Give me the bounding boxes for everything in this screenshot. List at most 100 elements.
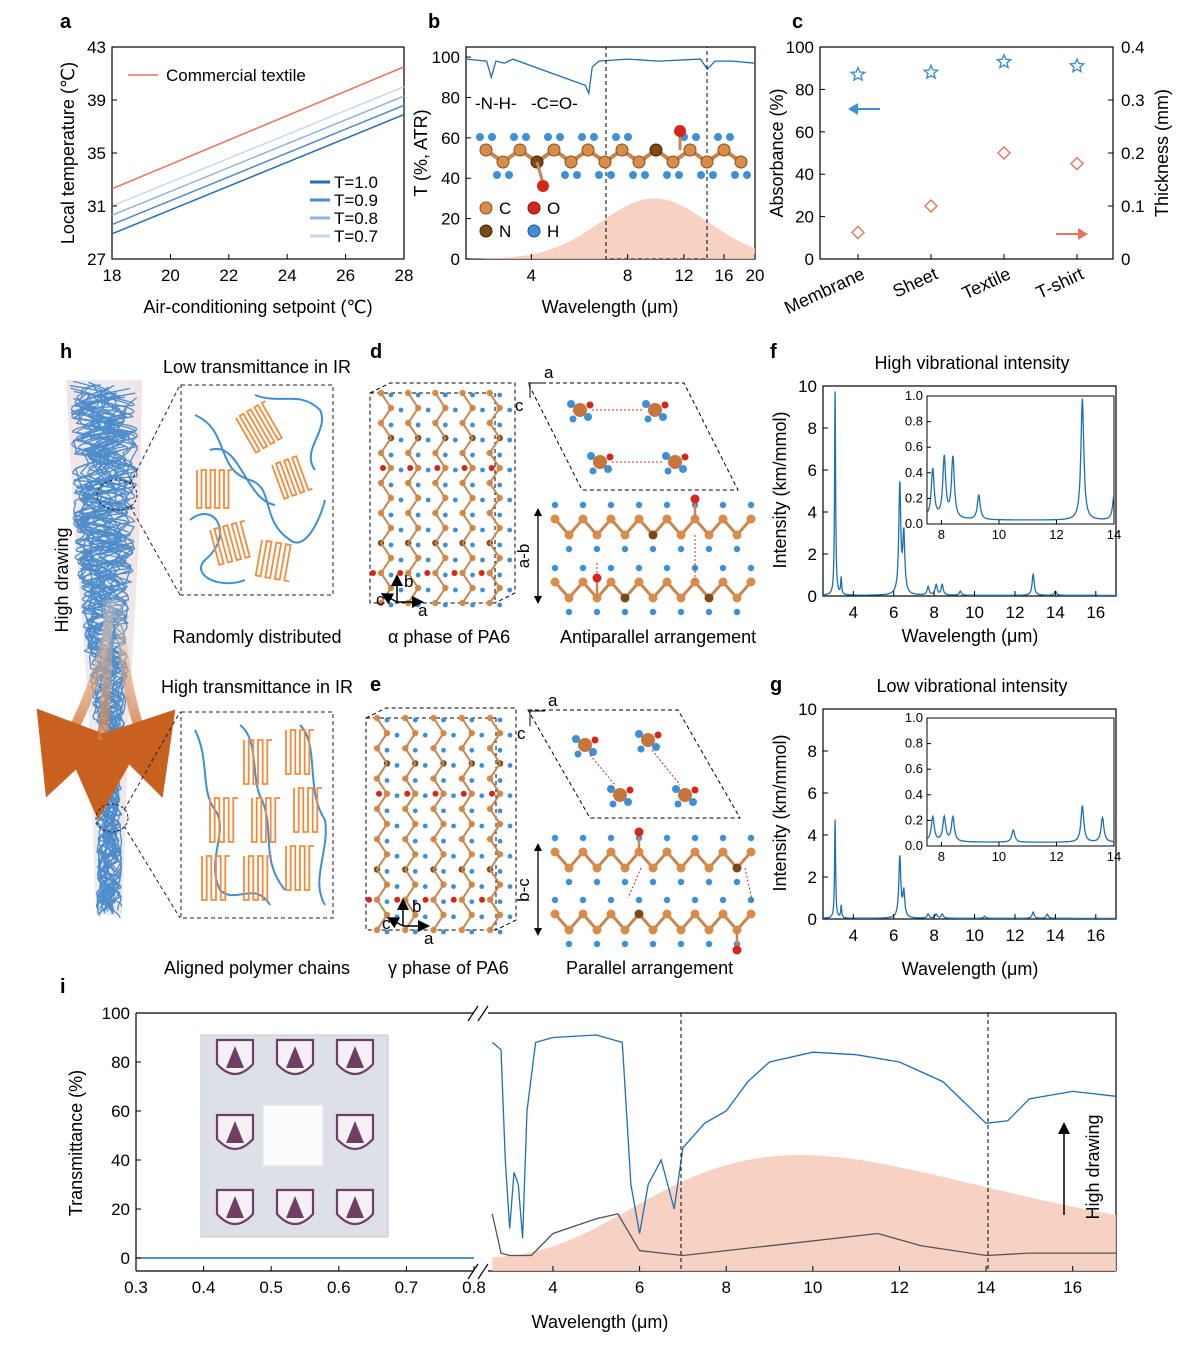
hydrogen-atom bbox=[415, 482, 421, 488]
hydrogen-atom bbox=[705, 545, 713, 553]
carbon-atom bbox=[634, 577, 644, 587]
chart-b-ytick-label: 40 bbox=[441, 169, 460, 188]
hydrogen-atom bbox=[480, 407, 485, 413]
gamma-phase-caption: γ phase of PA6 bbox=[388, 958, 509, 978]
hydrogen-atom bbox=[412, 899, 418, 905]
hydrogen-bond bbox=[589, 754, 616, 786]
hydrogen-atom bbox=[425, 407, 431, 413]
chart-f-ytick-label: 4 bbox=[808, 503, 817, 522]
hydrogen-atom bbox=[607, 171, 615, 179]
oxygen-atom bbox=[460, 790, 467, 797]
crystal-lamella bbox=[251, 797, 280, 843]
hydrogen-atom bbox=[641, 171, 649, 179]
panel-label-i: i bbox=[60, 976, 66, 998]
hydrogen-atom bbox=[451, 793, 456, 799]
logo-emblem bbox=[346, 1121, 364, 1143]
chart-a-ytick-label: 31 bbox=[87, 197, 106, 216]
hydrogen-atom bbox=[480, 587, 485, 593]
carbon-atom bbox=[564, 155, 578, 169]
hydrogen-atom bbox=[451, 914, 456, 920]
hydrogen-atom bbox=[384, 869, 390, 874]
chart-i-left-xtick-label: 0.4 bbox=[192, 1278, 216, 1297]
chart-c-category-label: Textile bbox=[959, 263, 1014, 303]
hydrogen-atom bbox=[493, 171, 501, 179]
hydrogen-atom bbox=[398, 497, 404, 503]
left-axis-arrowhead bbox=[848, 103, 858, 115]
hydrogen-atom bbox=[573, 171, 581, 179]
axis-c-d: c bbox=[376, 590, 385, 609]
hydrogen-atom bbox=[442, 452, 448, 458]
lamella-folds bbox=[243, 739, 272, 785]
hydrogen-atom bbox=[507, 793, 513, 799]
oxygen-atom bbox=[586, 401, 594, 409]
hydrogen-atom bbox=[452, 557, 458, 563]
carbon-atom bbox=[550, 514, 560, 524]
axis-b-e: b bbox=[412, 897, 421, 916]
chart-g-xtick-label: 4 bbox=[849, 926, 858, 945]
aligned-label: Aligned polymer chains bbox=[164, 958, 350, 978]
hydrogen-atom bbox=[574, 750, 582, 758]
oxygen-atom bbox=[488, 465, 495, 471]
carbon-atom bbox=[676, 925, 686, 935]
chart-g-xtick-label: 8 bbox=[929, 926, 938, 945]
hydrogen-atom bbox=[415, 392, 421, 398]
right-axis-arrowhead bbox=[1078, 228, 1088, 240]
hydrogen-atom bbox=[479, 914, 485, 920]
hydrogen-atom bbox=[412, 717, 418, 723]
chart-i-high-drawing-line bbox=[491, 1034, 1117, 1239]
hydrogen-atom bbox=[709, 171, 717, 179]
hydrogen-atom bbox=[593, 940, 601, 948]
axis-break bbox=[467, 1005, 489, 1280]
hydrogen-atom bbox=[507, 884, 513, 889]
crystal-lamella bbox=[243, 739, 272, 785]
atom-cluster bbox=[613, 788, 627, 802]
panel-label-a: a bbox=[60, 11, 72, 33]
hydrogen-atom bbox=[388, 572, 394, 578]
chart-f-inset-ytick-label: 0.8 bbox=[905, 414, 923, 429]
hydrogen-atom bbox=[551, 896, 559, 904]
hydrogen-atom bbox=[415, 572, 421, 578]
chart-g-frame bbox=[822, 708, 1117, 920]
hydrogen-atom bbox=[384, 899, 390, 905]
series-line-t-1-0 bbox=[111, 113, 405, 235]
hydrogen-atom bbox=[677, 878, 685, 886]
logo-emblem bbox=[226, 1046, 244, 1068]
chart-g-inset-ytick-label: 0.4 bbox=[905, 787, 923, 802]
chart-b-blackbody-area bbox=[466, 198, 755, 259]
hydrogen-atom bbox=[569, 415, 577, 423]
random-chain bbox=[209, 447, 276, 506]
hydrogen-atom bbox=[442, 482, 448, 488]
hydrogen-atom bbox=[442, 512, 448, 518]
hydrogen-atom bbox=[394, 793, 400, 799]
hydrogen-atom bbox=[663, 834, 671, 842]
crystal-lamella bbox=[285, 729, 314, 775]
thickness-point bbox=[924, 199, 938, 213]
chart-f-inset-ytick-label: 0.2 bbox=[905, 490, 923, 505]
hydrogen-atom bbox=[719, 896, 727, 904]
carbon-atom bbox=[717, 143, 731, 157]
molecular-chain bbox=[460, 717, 473, 931]
hydrogen-atom bbox=[689, 798, 697, 806]
hydrogen-atom bbox=[644, 415, 652, 423]
chart-b-xtick-label: 12 bbox=[675, 266, 694, 285]
chart-i-right-xtick-label: 6 bbox=[635, 1278, 644, 1297]
chart-f-ylabel: Intensity (km/mmol) bbox=[770, 411, 790, 568]
molecular-chain bbox=[488, 392, 501, 604]
hydrogen-atom bbox=[388, 392, 394, 398]
chart-g-inset-ytick-label: 0.8 bbox=[905, 736, 923, 751]
oxygen-atom bbox=[404, 790, 411, 797]
carbon-atom bbox=[564, 925, 574, 935]
crystal-lamella bbox=[271, 455, 313, 500]
hydrogen-atom bbox=[584, 413, 592, 421]
hydrogen-atom bbox=[649, 608, 657, 616]
oxygen-atom bbox=[432, 790, 439, 797]
hydrogen-atom bbox=[422, 823, 428, 829]
series-line-t-0-7 bbox=[111, 86, 405, 207]
nitrogen-atom bbox=[620, 593, 630, 603]
hydrogen-atom bbox=[398, 467, 404, 473]
hydrogen-atom bbox=[621, 545, 629, 553]
carbon-atom bbox=[700, 155, 714, 169]
chart-g-inset-ytick-label: 0.2 bbox=[905, 812, 923, 827]
carbon-atom bbox=[606, 909, 616, 919]
carbonyl-bond bbox=[535, 161, 545, 184]
